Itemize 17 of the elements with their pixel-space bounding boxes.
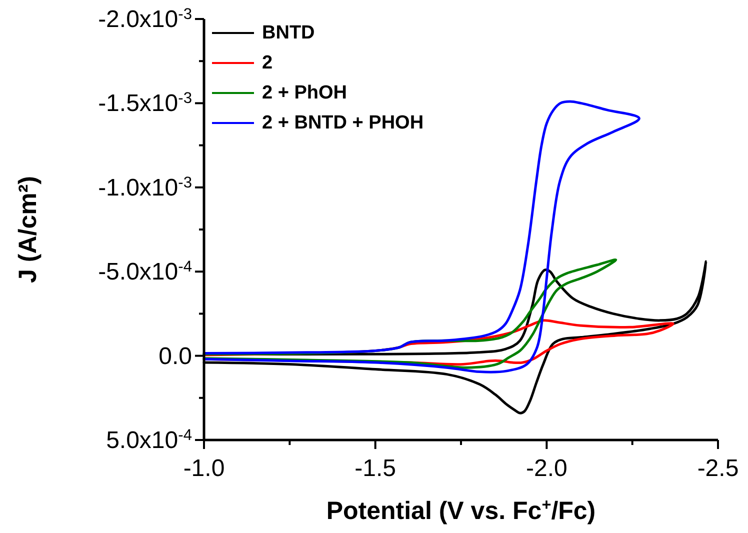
y-tick-label: -1.0x10$^{-3}$ xyxy=(98,174,192,202)
y-tick-label: -5.0x10$^{-4}$ xyxy=(98,258,192,286)
y-tick-label: -2.0x10$^{-3}$ xyxy=(98,6,192,33)
x-tick-label: -1.0 xyxy=(183,455,225,482)
x-tick-label: -2.5 xyxy=(697,455,739,482)
y-tick-label: 5.0x10$^{-4}$ xyxy=(106,426,192,454)
legend-label: 2 xyxy=(262,52,273,74)
x-tick-label: -1.5 xyxy=(354,455,396,482)
y-tick-label: 0.0 xyxy=(158,342,192,370)
y-axis-title: J (A/cm²) xyxy=(14,176,42,283)
line-series xyxy=(202,100,640,374)
y-tick-label: -1.5x10$^{-3}$ xyxy=(98,90,192,118)
x-axis-title: Potential (V vs. Fc$^{+}$/Fc) xyxy=(326,496,596,525)
x-tick-label: -2.0 xyxy=(526,455,568,482)
legend-label: 2 + PhOH xyxy=(262,82,347,104)
legend-label: 2 + BNTD + PHOH xyxy=(262,112,424,134)
legend-label: BNTD xyxy=(262,22,315,44)
